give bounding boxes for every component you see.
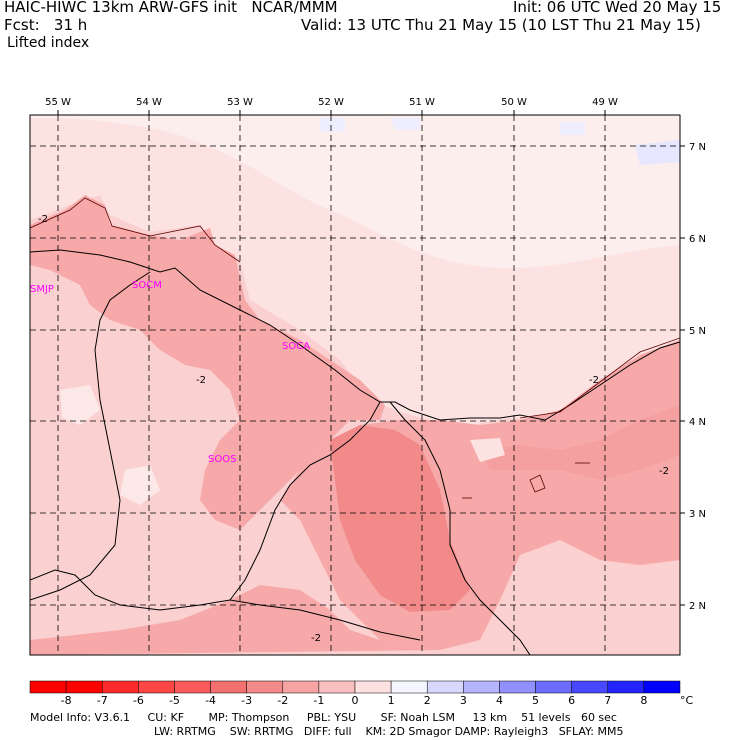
station-label: SOOS (208, 454, 236, 465)
colorbar-swatch (29, 680, 67, 694)
lat-label: 5 N (689, 326, 706, 337)
colorbar-unit: °C (680, 694, 694, 707)
contour-lines (30, 197, 680, 499)
station-label: SOCA (282, 341, 310, 352)
colorbar-tick-label: 5 (532, 694, 539, 707)
colorbar-swatch (643, 680, 681, 694)
model-info-line1: Model Info: V3.6.1 CU: KF MP: Thompson P… (30, 711, 617, 724)
colorbar-tick-label: 4 (496, 694, 503, 707)
model-title: HAIC-HIWC 13km ARW-GFS init NCAR/MMM (4, 0, 338, 16)
colorbar-swatch (210, 680, 247, 694)
model-info-line2: LW: RRTMG SW: RRTMG DIFF: full KM: 2D Sm… (154, 725, 624, 738)
colorbar-tick-label: 3 (460, 694, 467, 707)
station-label: SMJP (30, 284, 54, 295)
colorbar-swatch (390, 680, 428, 694)
lon-label: 51 W (409, 97, 435, 108)
colorbar-tick-label: 1 (388, 694, 395, 707)
lon-label: 55 W (45, 97, 71, 108)
colorbar-tick-label: 0 (352, 694, 359, 707)
colorbar-swatch (246, 680, 284, 694)
colorbar-swatch (571, 680, 609, 694)
forecast-hour: Fcst: 31 h (4, 16, 88, 34)
contour-label: -2 (659, 466, 669, 477)
lat-label: 2 N (689, 601, 706, 612)
colorbar-swatch (174, 680, 211, 694)
colorbar-swatch (499, 680, 536, 694)
colorbar: -8 -7 -6 -5 -4 -3 -2 -1 0 1 2 3 4 5 6 7 8 °C (29, 680, 694, 707)
colorbar-swatch (282, 680, 320, 694)
contour-label: -2 (38, 214, 48, 225)
colorbar-tick-label: -7 (97, 694, 108, 707)
colorbar-tick-label: -3 (241, 694, 252, 707)
colorbar-swatch (354, 680, 392, 694)
colorbar-tick-label: -8 (61, 694, 72, 707)
colorbar-tick-label: -6 (133, 694, 144, 707)
colorbar-tick-label: 2 (424, 694, 431, 707)
lon-label: 49 W (592, 97, 618, 108)
station-label: SOCM (132, 280, 162, 291)
colorbar-swatch (426, 680, 464, 694)
colorbar-swatch (101, 680, 139, 694)
colorbar-swatch (138, 680, 175, 694)
colorbar-tick-label: 8 (640, 694, 647, 707)
lon-label: 53 W (227, 97, 253, 108)
valid-time: Valid: 13 UTC Thu 21 May 15 (10 LST Thu … (301, 16, 701, 34)
lat-label: 3 N (689, 509, 706, 520)
lat-label: 7 N (689, 142, 706, 153)
colorbar-tick-label: -2 (277, 694, 288, 707)
lon-label: 50 W (501, 97, 527, 108)
colorbar-tick-label: -1 (313, 694, 324, 707)
colorbar-tick-label: 7 (604, 694, 611, 707)
map-frame (29, 114, 681, 656)
lon-label: 54 W (136, 97, 162, 108)
colorbar-swatch (463, 680, 500, 694)
lat-lon-grid (30, 115, 680, 655)
map-fill (30, 115, 680, 655)
colorbar-swatch (65, 680, 103, 694)
colorbar-tick-label: 6 (568, 694, 575, 707)
colorbar-swatch (318, 680, 356, 694)
lat-label: 6 N (689, 234, 706, 245)
axis-ticks (57, 110, 685, 606)
colorbar-tick-label: -5 (169, 694, 180, 707)
init-time: Init: 06 UTC Wed 20 May 15 (513, 0, 722, 16)
lat-label: 4 N (689, 417, 706, 428)
colorbar-tick-label: -4 (205, 694, 216, 707)
field-name: Lifted index (7, 35, 90, 51)
colorbar-swatch (535, 680, 572, 694)
contour-label: -2 (589, 375, 599, 386)
colorbar-swatch (607, 680, 645, 694)
contour-label: -2 (311, 633, 321, 644)
contour-label: -2 (196, 375, 206, 386)
lon-label: 52 W (318, 97, 344, 108)
